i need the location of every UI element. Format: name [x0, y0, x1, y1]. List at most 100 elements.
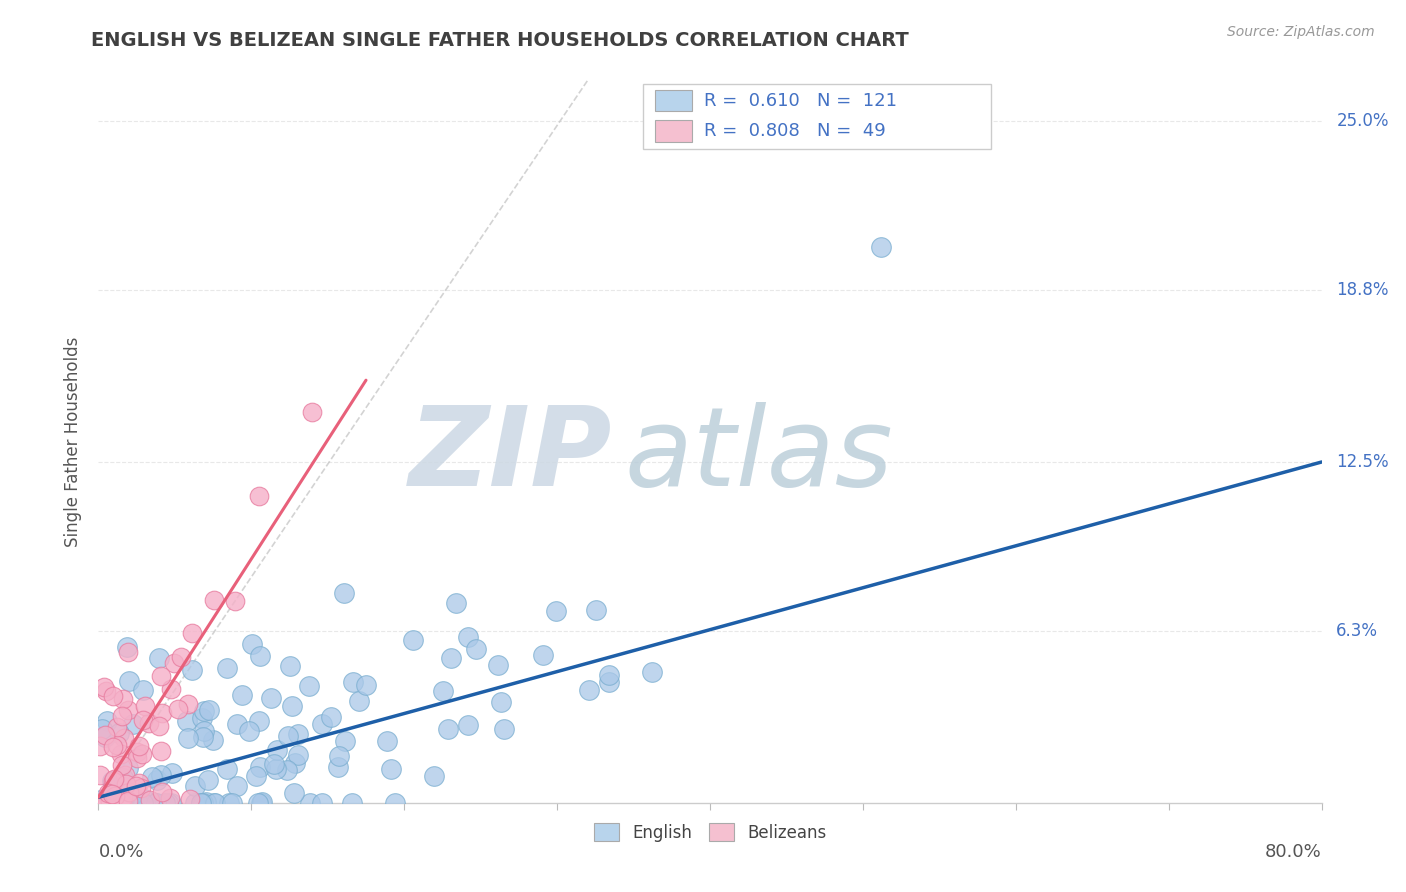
Point — [280, 698, 302, 713]
Point — [298, 679, 321, 693]
Point — [90, 796, 112, 810]
Point — [115, 796, 138, 810]
Point — [179, 791, 201, 805]
Point — [134, 699, 156, 714]
Point — [93, 681, 115, 695]
Point — [145, 772, 167, 787]
Point — [546, 604, 568, 618]
Point — [333, 733, 356, 747]
Text: 6.3%: 6.3% — [1336, 622, 1378, 640]
Text: atlas: atlas — [624, 402, 893, 509]
Point — [347, 694, 370, 708]
Point — [198, 703, 221, 717]
Point — [101, 787, 124, 801]
Point — [110, 747, 132, 761]
Point — [311, 717, 333, 731]
Point — [145, 796, 167, 810]
Point — [202, 796, 225, 810]
Point — [114, 768, 136, 782]
Point — [446, 596, 468, 610]
Point — [153, 796, 176, 810]
Point — [240, 636, 263, 650]
Point — [89, 739, 111, 753]
Point — [98, 794, 121, 808]
Point — [287, 727, 309, 741]
Point — [260, 690, 283, 705]
Point — [193, 704, 215, 718]
Point — [125, 794, 148, 808]
Point — [494, 722, 516, 736]
Point — [181, 626, 204, 640]
Text: 12.5%: 12.5% — [1336, 453, 1389, 471]
Point — [98, 796, 121, 810]
Point — [111, 796, 134, 810]
Point — [145, 796, 167, 810]
Point — [94, 684, 117, 698]
Point — [117, 645, 139, 659]
Point — [181, 664, 204, 678]
Point — [193, 723, 215, 738]
Point — [108, 726, 131, 740]
Point — [134, 792, 156, 806]
Point — [131, 747, 153, 762]
Point — [204, 796, 226, 810]
Point — [321, 709, 343, 723]
Point — [287, 747, 309, 762]
Point — [249, 760, 271, 774]
Text: ZIP: ZIP — [409, 402, 612, 509]
Point — [160, 796, 183, 810]
Point — [125, 745, 148, 759]
Point — [176, 714, 198, 728]
Text: ENGLISH VS BELIZEAN SINGLE FATHER HOUSEHOLDS CORRELATION CHART: ENGLISH VS BELIZEAN SINGLE FATHER HOUSEH… — [91, 31, 910, 50]
Point — [489, 695, 512, 709]
Point — [132, 682, 155, 697]
Point — [384, 796, 406, 810]
Point — [111, 758, 134, 772]
Point — [150, 669, 173, 683]
Point — [104, 796, 127, 810]
Point — [486, 658, 509, 673]
Point — [283, 787, 305, 801]
Text: 18.8%: 18.8% — [1336, 281, 1389, 299]
Point — [191, 711, 214, 725]
Point — [247, 489, 270, 503]
Point — [121, 789, 143, 803]
Point — [94, 728, 117, 742]
Point — [139, 792, 162, 806]
Point — [432, 684, 454, 698]
Point — [132, 796, 155, 810]
Point — [224, 594, 246, 608]
Point — [128, 776, 150, 790]
Point — [117, 794, 139, 808]
Point — [153, 796, 176, 810]
Point — [215, 661, 238, 675]
Point — [464, 641, 486, 656]
Point — [163, 656, 186, 670]
Point — [125, 779, 148, 793]
Point — [278, 659, 301, 673]
FancyBboxPatch shape — [643, 84, 991, 149]
Point — [127, 796, 149, 810]
Point — [402, 633, 425, 648]
Point — [190, 796, 212, 810]
Point — [117, 761, 139, 775]
Point — [301, 405, 323, 419]
Text: 0.0%: 0.0% — [98, 843, 143, 861]
Point — [197, 772, 219, 787]
Point — [585, 603, 607, 617]
Point — [194, 795, 217, 809]
Point — [90, 722, 112, 736]
Point — [89, 767, 111, 781]
Point — [111, 796, 134, 810]
Point — [127, 796, 149, 810]
Point — [94, 730, 117, 744]
Point — [129, 780, 152, 795]
Point — [91, 796, 114, 810]
Point — [422, 769, 444, 783]
Legend: English, Belizeans: English, Belizeans — [588, 817, 832, 848]
Point — [457, 630, 479, 644]
Point — [641, 665, 664, 679]
Point — [177, 697, 200, 711]
Point — [97, 786, 120, 800]
Point — [221, 796, 243, 810]
